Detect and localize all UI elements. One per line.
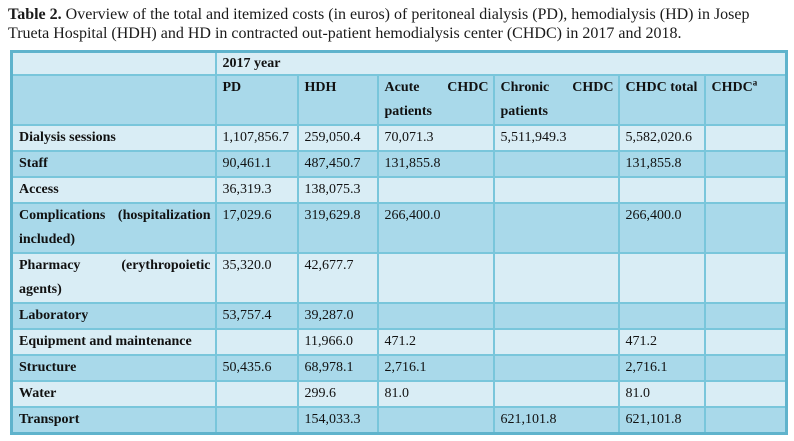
table-row: Structure 50,435.6 68,978.1 2,716.1 2,716.1 (10, 353, 788, 382)
table-row: Water 299.6 81.0 81.0 (10, 379, 788, 408)
value-cell: 2,716.1 (617, 353, 706, 382)
value-cell: 154,033.3 (296, 405, 379, 435)
value-cell (703, 123, 788, 152)
value-cell: 5,582,020.6 (617, 123, 706, 152)
value-cell (617, 251, 706, 304)
row-label-cell: Pharmacy (erythropoietic agents) (10, 251, 217, 304)
table-row: Dialysis sessions 1,107,856.7 259,050.4 70,… (10, 123, 788, 152)
value-cell (214, 327, 299, 356)
table-row: Laboratory 53,757.4 39,287.0 (10, 301, 788, 330)
value-cell: 68,978.1 (296, 353, 379, 382)
value-cell: 39,287.0 (296, 301, 379, 330)
corner-cell (10, 50, 217, 76)
table-row: Pharmacy (erythropoietic agents) 35,320.0… (10, 251, 788, 304)
value-cell: 266,400.0 (376, 201, 495, 254)
value-cell: 81.0 (376, 379, 495, 408)
empty-header-cell (10, 73, 217, 126)
table-row: Transport 154,033.3 621,101.8 621,101.8 (10, 405, 788, 435)
row-label-cell: Laboratory (10, 301, 217, 330)
column-header-chdc-a-label: CHDC (711, 79, 753, 95)
value-cell (703, 175, 788, 204)
value-cell (703, 149, 788, 178)
value-cell: 11,966.0 (296, 327, 379, 356)
value-cell: 2,716.1 (376, 353, 495, 382)
value-cell (492, 327, 620, 356)
value-cell (617, 301, 706, 330)
value-cell (703, 405, 788, 435)
value-cell (703, 353, 788, 382)
column-header-chdc-a: CHDCa (703, 73, 788, 126)
table-caption-text: Overview of the total and itemized costs… (8, 6, 750, 42)
table-row: Staff 90,461.1 487,450.7 131,855.8 131,855.8 (10, 149, 788, 178)
value-cell (214, 379, 299, 408)
value-cell: 299.6 (296, 379, 379, 408)
value-cell (376, 405, 495, 435)
value-cell: 131,855.8 (617, 149, 706, 178)
value-cell: 138,075.3 (296, 175, 379, 204)
value-cell: 266,400.0 (617, 201, 706, 254)
value-cell (492, 353, 620, 382)
value-cell (376, 251, 495, 304)
column-header-chdc-total: CHDC total (617, 73, 706, 126)
value-cell (617, 175, 706, 204)
column-header-row: PD HDH Acute CHDC patients Chronic CHDC … (10, 73, 788, 126)
row-label-cell: Equipment and maintenance (10, 327, 217, 356)
row-label-cell: Dialysis sessions (10, 123, 217, 152)
value-cell: 50,435.6 (214, 353, 299, 382)
value-cell (492, 175, 620, 204)
value-cell: 131,855.8 (376, 149, 495, 178)
row-label-cell: Water (10, 379, 217, 408)
value-cell: 53,757.4 (214, 301, 299, 330)
row-label-cell: Transport (10, 405, 217, 435)
value-cell: 5,511,949.3 (492, 123, 620, 152)
footnote-marker: a (752, 77, 758, 88)
value-cell: 81.0 (617, 379, 706, 408)
value-cell (703, 379, 788, 408)
value-cell (492, 149, 620, 178)
year-header-row: 2017 year (10, 50, 788, 76)
value-cell (492, 379, 620, 408)
value-cell: 621,101.8 (617, 405, 706, 435)
value-cell (703, 201, 788, 254)
row-label-cell: Access (10, 175, 217, 204)
value-cell: 259,050.4 (296, 123, 379, 152)
value-cell: 90,461.1 (214, 149, 299, 178)
table-row: Equipment and maintenance 11,966.0 471.2 47… (10, 327, 788, 356)
value-cell: 17,029.6 (214, 201, 299, 254)
value-cell (492, 301, 620, 330)
year-header-cell: 2017 year (214, 50, 788, 76)
value-cell: 70,071.3 (376, 123, 495, 152)
value-cell (703, 327, 788, 356)
column-header-chronic-chdc: Chronic CHDC patients (492, 73, 620, 126)
value-cell: 36,319.3 (214, 175, 299, 204)
column-header-hdh: HDH (296, 73, 379, 126)
column-header-acute-chdc: Acute CHDC patients (376, 73, 495, 126)
value-cell (492, 201, 620, 254)
value-cell: 471.2 (617, 327, 706, 356)
column-header-pd: PD (214, 73, 299, 126)
table-caption: Table 2. Overview of the total and itemi… (0, 0, 790, 44)
table-caption-number: Table 2. (8, 6, 62, 23)
value-cell: 1,107,856.7 (214, 123, 299, 152)
row-label-cell: Structure (10, 353, 217, 382)
costs-table: 2017 year PD HDH Acute CHDC patients Chr… (10, 49, 789, 435)
value-cell (703, 301, 788, 330)
row-label-cell: Staff (10, 149, 217, 178)
value-cell (703, 251, 788, 304)
value-cell: 621,101.8 (492, 405, 620, 435)
value-cell: 42,677.7 (296, 251, 379, 304)
value-cell (376, 301, 495, 330)
value-cell (492, 251, 620, 304)
value-cell: 471.2 (376, 327, 495, 356)
value-cell: 487,450.7 (296, 149, 379, 178)
table-row: Complications (hospitalization included)… (10, 201, 788, 254)
value-cell: 319,629.8 (296, 201, 379, 254)
value-cell (214, 405, 299, 435)
value-cell (376, 175, 495, 204)
value-cell: 35,320.0 (214, 251, 299, 304)
row-label-cell: Complications (hospitalization included) (10, 201, 217, 254)
table-row: Access 36,319.3 138,075.3 (10, 175, 788, 204)
table-body: Dialysis sessions 1,107,856.7 259,050.4 70,… (10, 123, 788, 435)
